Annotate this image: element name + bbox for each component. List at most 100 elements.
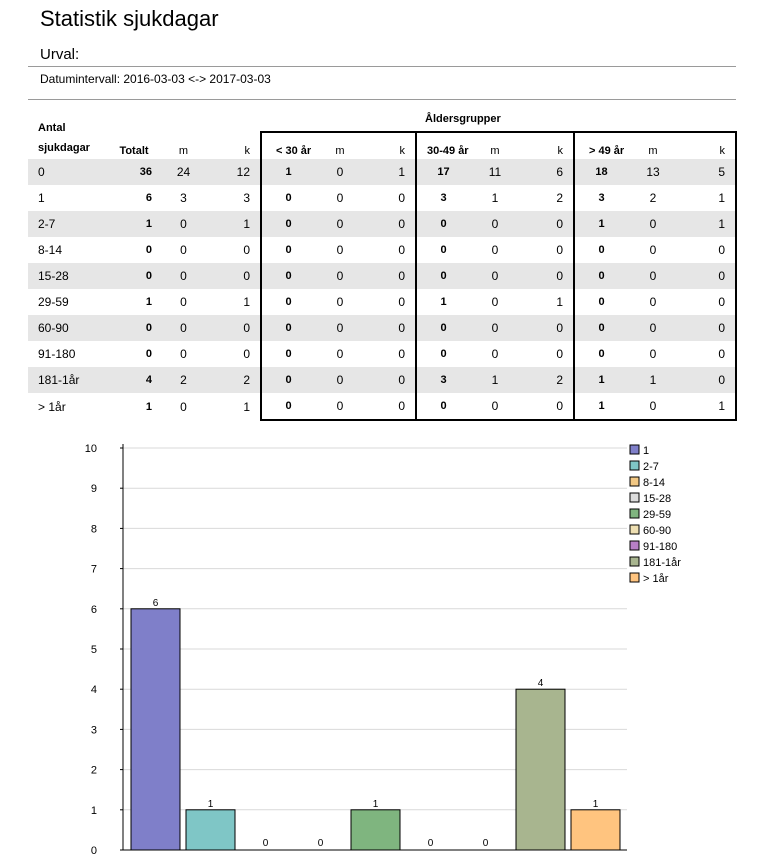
cell-totalt: 0	[145, 244, 152, 256]
cell-g1-m: 0	[336, 295, 344, 309]
bar-value-label: 4	[538, 678, 544, 689]
cell-g2-k: 2	[556, 191, 563, 205]
cell-g1-m: 0	[315, 315, 365, 341]
cell-g3-k: 0	[678, 237, 737, 263]
table-row: > 1år 1 0 1 0 0 0 0 0 0 1 0 1	[28, 393, 737, 421]
table-row: 91-180 0 0 0 0 0 0 0 0 0 0 0 0	[28, 341, 737, 367]
header-g1: < 30 år	[260, 131, 315, 159]
cell-g2-k: 0	[520, 263, 574, 289]
sick-days-table: Antal sjukdagar Totalt m k < 30 år m k 3…	[28, 122, 737, 421]
cell-g1-k: 0	[398, 295, 405, 309]
cell-g3-m: 0	[628, 315, 678, 341]
y-tick-label: 7	[91, 564, 97, 576]
header-g2-k: k	[520, 131, 574, 159]
table-row: 2-7 1 0 1 0 0 0 0 0 0 1 0 1	[28, 211, 737, 237]
y-tick-label: 3	[91, 724, 97, 736]
cell-g1: 0	[260, 263, 315, 289]
cell-g2-k: 1	[556, 295, 563, 309]
cell-m: 3	[180, 191, 187, 205]
cell-g3: 18	[573, 159, 628, 185]
legend-label: > 1år	[643, 573, 669, 585]
cell-k: 0	[207, 263, 261, 289]
cell-g1-m: 0	[315, 263, 365, 289]
cell-m: 0	[180, 295, 187, 309]
legend-swatch	[629, 492, 640, 503]
cell-g1-m: 0	[336, 243, 344, 257]
divider-top	[28, 66, 736, 67]
cell-label: 91-180	[38, 347, 76, 361]
cell-label: 60-90	[28, 315, 108, 341]
cell-label: 8-14	[38, 243, 63, 257]
bar-29-59	[350, 809, 401, 851]
cell-g2-k: 2	[520, 367, 574, 393]
cell-g2: 0	[415, 211, 470, 237]
cell-m: 0	[180, 399, 187, 414]
cell-g3-k: 0	[678, 315, 737, 341]
cell-g2-m: 0	[470, 211, 520, 237]
cell-totalt: 1	[145, 400, 152, 413]
bar-value-label: 1	[593, 799, 599, 810]
cell-totalt: 0	[108, 263, 160, 289]
cell-g2: 0	[415, 341, 470, 367]
cell-g3: 0	[573, 315, 628, 341]
cell-g3-m: 0	[628, 393, 678, 421]
bar-2-7	[185, 809, 236, 851]
legend-label: 2-7	[643, 461, 659, 473]
cell-g2-m: 0	[470, 263, 520, 289]
cell-g3: 1	[573, 211, 628, 237]
cell-g1-k: 0	[365, 263, 416, 289]
cell-g3-m: 1	[628, 367, 678, 393]
table-row: 0 36 24 12 1 0 1 17 11 6 18 13 5	[28, 159, 737, 185]
cell-g1-k: 0	[365, 211, 416, 237]
cell-m: 0	[180, 347, 187, 361]
legend-swatch	[629, 460, 640, 471]
cell-g3: 0	[573, 263, 628, 289]
cell-k: 1	[243, 399, 250, 414]
cell-g1: 1	[260, 159, 315, 185]
cell-k: 3	[243, 191, 250, 205]
table-row: 60-90 0 0 0 0 0 0 0 0 0 0 0 0	[28, 315, 737, 341]
bar--1-r	[570, 809, 621, 851]
table-row: 8-14 0 0 0 0 0 0 0 0 0 0 0 0	[28, 237, 737, 263]
cell-g1-k: 0	[365, 315, 416, 341]
urval-label: Urval:	[40, 46, 80, 63]
bar-value-label: 0	[483, 838, 489, 849]
cell-g1-m: 0	[336, 191, 344, 205]
cell-g2-k: 0	[520, 211, 574, 237]
cell-totalt: 6	[145, 192, 152, 204]
cell-g2: 0	[415, 393, 470, 421]
table-row: 15-28 0 0 0 0 0 0 0 0 0 0 0 0	[28, 263, 737, 289]
cell-m: 24	[160, 159, 207, 185]
cell-k: 1	[243, 295, 250, 309]
bar-value-label: 1	[208, 799, 214, 810]
cell-m: 0	[160, 263, 207, 289]
cell-g3: 0	[573, 289, 628, 315]
cell-g3-m: 0	[628, 211, 678, 237]
cell-g3-k: 0	[678, 263, 737, 289]
legend-label: 91-180	[643, 541, 677, 553]
cell-g3: 0	[573, 237, 628, 263]
page-title: Statistik sjukdagar	[40, 6, 219, 31]
y-tick-label: 2	[91, 765, 97, 777]
cell-g3-m: 0	[628, 263, 678, 289]
cell-m: 2	[160, 367, 207, 393]
cell-g1-k: 0	[398, 347, 405, 361]
bar-value-label: 0	[318, 838, 324, 849]
cell-g3-m: 0	[649, 347, 657, 361]
cell-g3-k: 5	[678, 159, 737, 185]
cell-g1-k: 0	[398, 243, 405, 257]
header-g3-m: m	[628, 131, 678, 159]
y-tick-label: 6	[91, 604, 97, 616]
cell-g1: 0	[260, 237, 315, 263]
legend-label: 29-59	[643, 509, 671, 521]
cell-g2-m: 0	[491, 347, 499, 361]
cell-g3-k: 1	[678, 211, 737, 237]
cell-k: 0	[243, 347, 250, 361]
cell-g2: 3	[415, 185, 470, 211]
legend-label: 8-14	[643, 477, 665, 489]
cell-k: 0	[207, 315, 261, 341]
cell-g2-k: 0	[520, 393, 574, 421]
cell-g1: 0	[260, 185, 315, 211]
cell-totalt: 4	[108, 367, 160, 393]
